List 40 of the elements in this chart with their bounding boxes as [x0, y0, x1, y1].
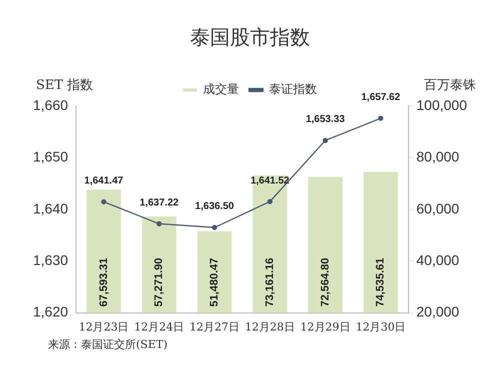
data-label: 1,636.50 [195, 201, 234, 212]
point [267, 198, 273, 204]
point [156, 221, 162, 226]
y-tick-label: 1,650 [32, 148, 68, 165]
point [101, 199, 106, 204]
x-tick-label: 12月24日 [134, 320, 184, 334]
y2-axis-title: 百万泰铢 [424, 77, 476, 94]
point [322, 138, 328, 144]
y2-tick-label: 60,000 [416, 200, 460, 216]
data-label: 51,480.47 [208, 258, 221, 307]
point [378, 116, 384, 121]
y-tick-label: 1,640 [32, 200, 68, 216]
data-label: 1,641.52 [250, 175, 290, 186]
chart-title: 泰国股市指数 [189, 24, 311, 51]
x-tick-label: 12月29日 [300, 320, 350, 334]
data-label: 1,653.33 [306, 114, 346, 126]
x-tick-label: 12月28日 [244, 320, 295, 334]
x-tick-label: 12月23日 [78, 320, 129, 334]
y-tick-label: 1,660 [32, 96, 68, 113]
y2-tick-label: 100,000 [416, 96, 468, 113]
y2-tick-label: 80,000 [416, 148, 460, 165]
data-label: 74,535.61 [374, 258, 387, 307]
y-tick-label: 1,630 [32, 252, 68, 268]
data-label: 57,271.90 [153, 258, 166, 307]
legend-label: 成交量 [203, 82, 239, 96]
y2-tick-label: 20,000 [416, 304, 460, 320]
y2-tick-label: 40,000 [416, 252, 460, 268]
legend-label: 泰证指数 [269, 82, 317, 96]
point [212, 224, 218, 230]
y-tick-label: 1,620 [32, 304, 68, 320]
data-label: 72,564.80 [319, 258, 332, 307]
x-tick-label: 12月27日 [190, 320, 240, 334]
data-label: 67,593.31 [98, 258, 110, 307]
source-note: 来源：泰国证交所(SET) [48, 337, 168, 352]
x-tick-label: 12月30日 [356, 320, 406, 334]
data-label: 73,161.16 [264, 258, 276, 307]
y-axis-title: SET 指数 [36, 77, 94, 94]
data-label: 1,657.62 [361, 92, 401, 104]
data-label: 1,641.47 [84, 176, 124, 187]
data-label: 1,637.22 [140, 198, 180, 209]
